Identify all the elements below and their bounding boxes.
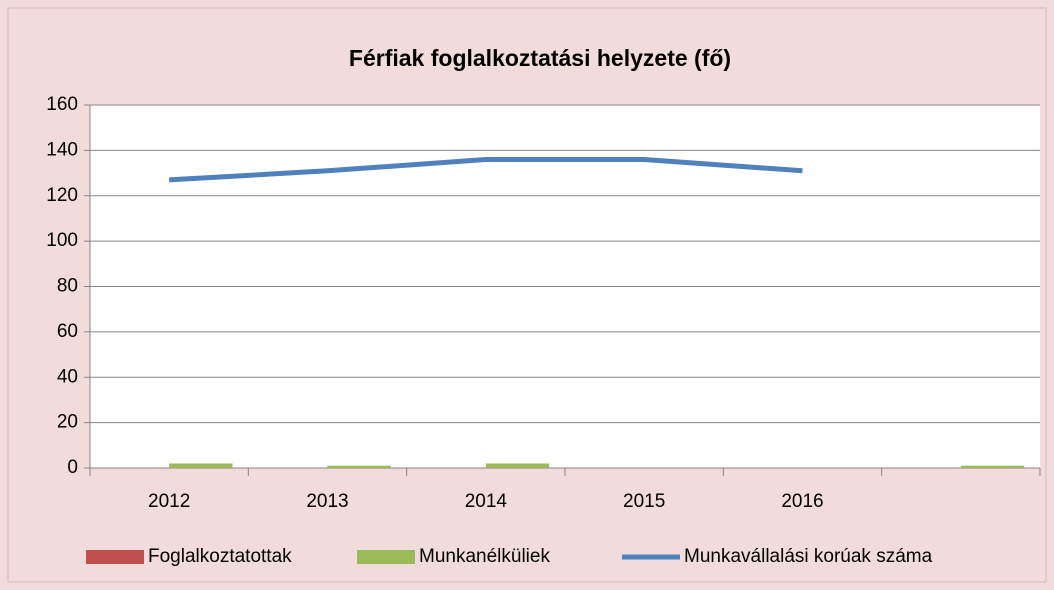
x-tick-label: 2012 — [148, 491, 190, 512]
bar — [485, 463, 550, 468]
y-tick-label: 60 — [57, 321, 78, 342]
y-tick-label: 20 — [57, 412, 78, 433]
legend-label: Munkavállalási korúak száma — [684, 546, 933, 567]
x-tick-label: 2014 — [465, 491, 508, 512]
y-tick-label: 40 — [57, 366, 78, 387]
y-tick-label: 100 — [46, 230, 78, 251]
chart-border — [7, 7, 1047, 583]
legend-label: Foglalkoztatottak — [148, 546, 292, 567]
y-tick-label: 160 — [46, 94, 78, 115]
x-tick-label: 2013 — [306, 491, 348, 512]
legend-label: Munkanélküliek — [419, 546, 550, 567]
bar — [327, 465, 391, 468]
x-tick-label: 2015 — [623, 491, 665, 512]
chart-title: Férfiak foglalkoztatási helyzete (fő) — [349, 45, 731, 71]
line-series — [169, 156, 803, 183]
y-tick-label: 0 — [67, 457, 78, 478]
bar — [960, 465, 1025, 468]
bar — [169, 463, 233, 468]
y-tick-label: 140 — [46, 139, 78, 160]
x-tick-label: 2016 — [781, 491, 823, 512]
legend-swatch — [357, 550, 415, 564]
legend-swatch — [86, 550, 144, 564]
y-tick-label: 120 — [46, 185, 78, 206]
y-tick-label: 80 — [57, 276, 78, 297]
